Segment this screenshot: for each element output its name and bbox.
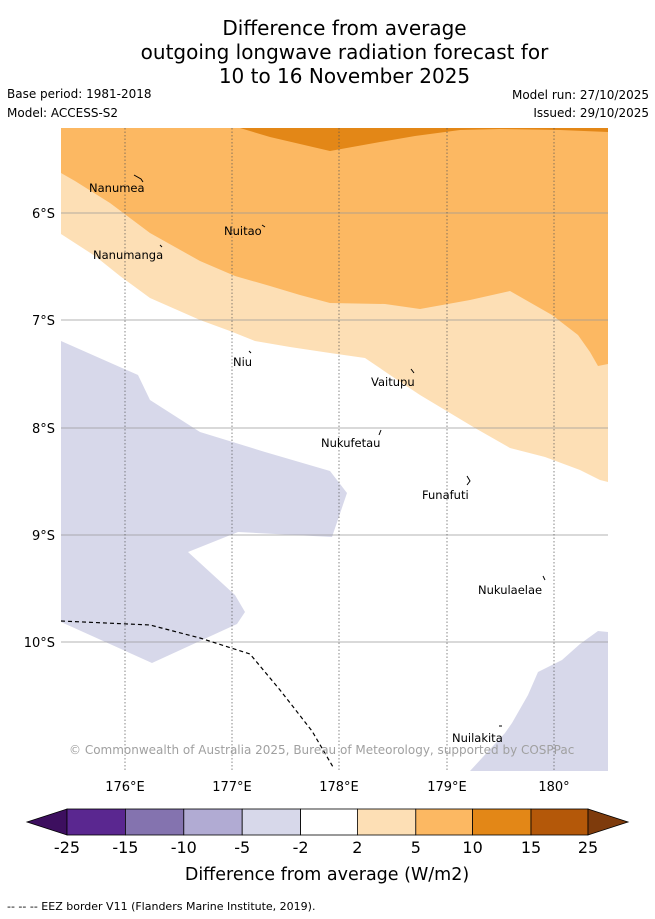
island-mark-nuitao [261, 224, 266, 228]
colorbar-band-6 [356, 808, 417, 836]
island-mark-nanumea [133, 174, 144, 183]
colorbar-tick-3: -10 [171, 838, 197, 857]
colorbar-band-2 [125, 808, 185, 836]
colorbar-tick-7: 5 [411, 838, 421, 857]
place-funafuti: Funafuti [422, 488, 469, 502]
place-nuitao: Nuitao [224, 224, 262, 238]
island-marks [133, 174, 546, 727]
copyright-notice: © Commonwealth of Australia 2025, Bureau… [69, 743, 574, 757]
colorbar-band-3 [183, 808, 243, 836]
colorbar-tick-4: -5 [234, 838, 250, 857]
anomaly-region-5-to-10 [61, 128, 608, 366]
colorbar-tick-9: 15 [521, 838, 541, 857]
eez-legend: -- -- -- EEZ border V11 (Flanders Marine… [7, 900, 316, 913]
gridlines [61, 212, 608, 643]
anomaly-region-neg-west [61, 341, 347, 663]
place-nukulaelae: Nukulaelae [478, 583, 542, 597]
title-line-2: outgoing longwave radiation forecast for [140, 40, 549, 64]
colorbar-band-9 [530, 808, 589, 836]
model-run: Model run: 27/10/2025 [511, 88, 649, 102]
title-line-3: 10 to 16 November 2025 [218, 64, 471, 88]
place-labels: Nanumea Nuitao Nanumanga Niu Vaitupu Nuk… [89, 181, 542, 745]
map-field: Nanumea Nuitao Nanumanga Niu Vaitupu Nuk… [61, 128, 608, 771]
colorbar-tick-8: 10 [462, 838, 482, 857]
colorbar-tick-1: -25 [54, 838, 80, 857]
lon-tick-176e: 176°E [105, 780, 145, 795]
island-mark-nukulaelae [542, 575, 546, 581]
chart-title: Difference from average outgoing longwav… [0, 16, 655, 88]
lat-tick-10s: 10°S [24, 636, 55, 651]
colorbar-extend-high [587, 808, 630, 836]
lon-tick-177e: 177°E [212, 780, 252, 795]
colorbar-extend-low [25, 808, 68, 836]
anomaly-region-neg-southeast [470, 631, 608, 771]
meridians [124, 128, 555, 771]
lon-axis: 176°E 177°E 178°E 179°E 180° [105, 780, 569, 795]
colorbar-label: Difference from average (W/m2) [185, 865, 469, 885]
place-niu: Niu [233, 355, 252, 369]
colorbar-tick-6: 2 [352, 838, 362, 857]
colorbar-band-4 [241, 808, 301, 836]
place-nuilakita: Nuilakita [452, 731, 503, 745]
colorbar-band-1 [66, 808, 126, 836]
island-mark-nanumanga [159, 244, 163, 248]
island-mark-nukufetau [378, 429, 382, 436]
anomaly-region-10-to-15 [240, 128, 608, 151]
title-line-1: Difference from average [222, 16, 467, 40]
lat-tick-8s: 8°S [32, 422, 55, 437]
place-nanumanga: Nanumanga [93, 248, 163, 262]
lat-axis: 6°S 7°S 8°S 9°S 10°S [24, 207, 55, 651]
colorbar-tick-5: -2 [293, 838, 309, 857]
issued-date: Issued: 29/10/2025 [533, 106, 649, 120]
colorbar-band-7 [415, 808, 473, 836]
lat-tick-6s: 6°S [32, 207, 55, 222]
colorbar [25, 808, 630, 836]
model-name: Model: ACCESS-S2 [7, 106, 119, 120]
lon-tick-178e: 178°E [319, 780, 359, 795]
colorbar-tick-10: 25 [578, 838, 598, 857]
island-mark-funafuti [466, 475, 471, 486]
place-vaitupu: Vaitupu [371, 375, 415, 389]
lon-tick-179e: 179°E [427, 780, 467, 795]
colorbar-band-5 [300, 808, 358, 836]
island-mark-niu [248, 350, 252, 354]
place-nanumea: Nanumea [89, 181, 145, 195]
colorbar-band-8 [472, 808, 532, 836]
lat-tick-7s: 7°S [32, 314, 55, 329]
colorbar-ticks: -25 -15 -10 -5 -2 2 5 10 15 25 [54, 838, 598, 857]
colorbar-tick-2: -15 [112, 838, 138, 857]
island-mark-vaitupu [410, 368, 415, 374]
lon-tick-180: 180° [538, 780, 569, 795]
base-period: Base period: 1981-2018 [7, 87, 152, 101]
place-nukufetau: Nukufetau [321, 436, 380, 450]
lat-tick-9s: 9°S [32, 529, 55, 544]
